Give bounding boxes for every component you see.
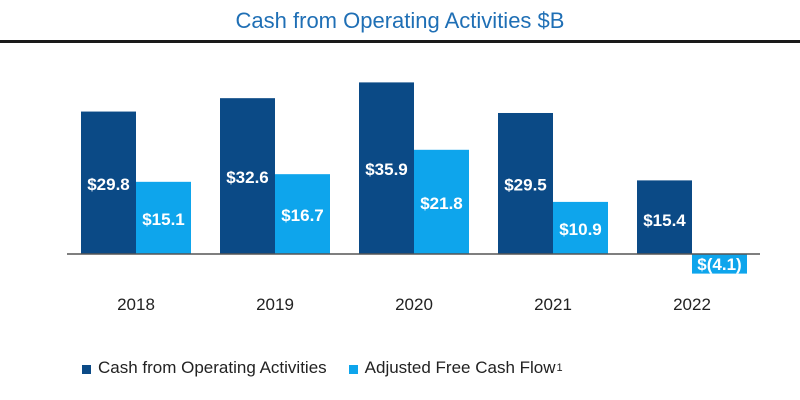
x-tick-label-2022: 2022 [673,295,711,314]
value-label-fcf-2018: $15.1 [142,210,185,229]
value-label-fcf-2019: $16.7 [281,206,324,225]
bar-fcf-2018 [136,181,191,254]
title-divider [0,40,800,43]
bar-operating-2018 [81,111,136,254]
bar-fcf-2021 [553,201,608,254]
value-label-operating-2018: $29.8 [87,175,130,194]
x-tick-label-2021: 2021 [534,295,572,314]
legend-label-fcf: Adjusted Free Cash Flow [364,358,556,377]
bar-operating-2020 [359,82,414,254]
bar-fcf-2019 [275,174,330,254]
bar-fcf-2020 [414,149,469,254]
value-label-operating-2019: $32.6 [226,168,269,187]
value-label-operating-2022: $15.4 [643,211,686,230]
legend-item-fcf: Adjusted Free Cash Flow 1 [348,358,563,378]
legend-label-operating: Cash from Operating Activities [98,358,327,377]
bar-fcf-2022 [692,254,747,274]
x-tick-label-2020: 2020 [395,295,433,314]
chart-legend: Cash from Operating Activities Adjusted … [82,356,585,380]
chart-title: Cash from Operating Activities $B [235,8,565,33]
bar-operating-2022 [637,180,692,254]
legend-swatch-fcf [348,365,358,374]
value-label-operating-2021: $29.5 [504,175,547,194]
bar-operating-2021 [498,112,553,255]
legend-item-operating: Cash from Operating Activities [82,358,327,378]
bar-operating-2019 [220,98,275,254]
value-label-operating-2020: $35.9 [365,160,408,179]
value-label-fcf-2022: $(4.1) [697,255,741,274]
x-tick-label-2018: 2018 [117,295,155,314]
value-label-fcf-2021: $10.9 [559,220,602,239]
legend-footnote-mark: 1 [556,362,563,374]
value-label-fcf-2020: $21.8 [420,194,463,213]
legend-swatch-operating [82,365,91,374]
x-tick-label-2019: 2019 [256,295,294,314]
